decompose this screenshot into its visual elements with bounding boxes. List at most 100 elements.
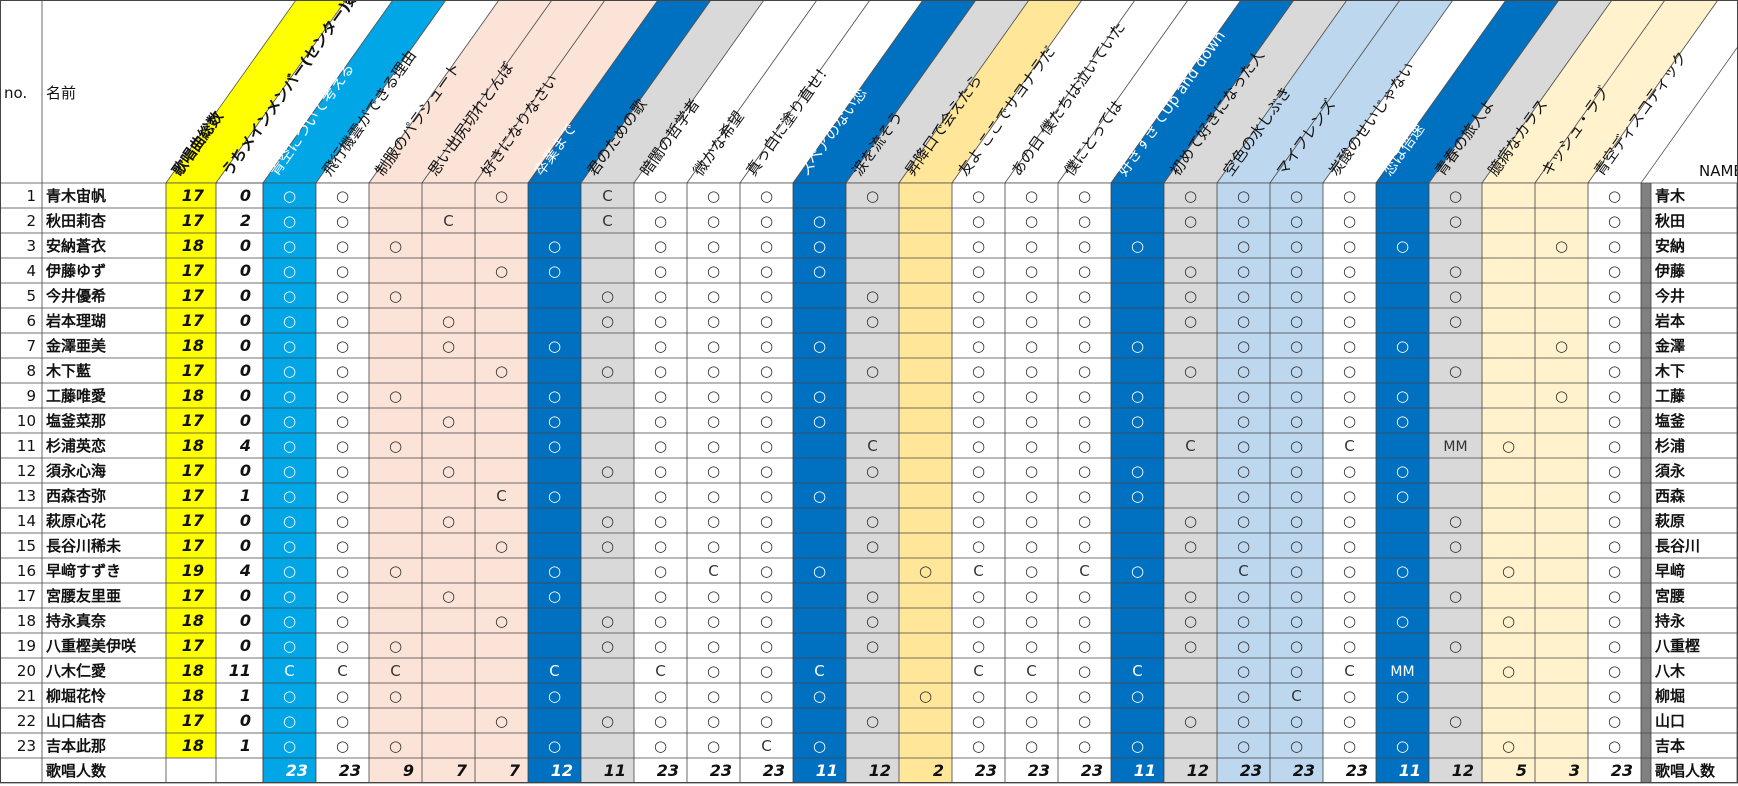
participation-mark: C	[443, 212, 453, 230]
song-cell-bg	[1429, 308, 1482, 333]
participation-mark: ○	[1608, 412, 1621, 430]
song-cell-bg	[1323, 483, 1376, 508]
participation-mark: C	[390, 662, 400, 680]
count-cell-bg	[1270, 758, 1323, 783]
song-cell-bg	[793, 383, 846, 408]
participation-mark: ○	[760, 487, 773, 505]
song-cell-bg	[369, 708, 422, 733]
participation-mark: ○	[1131, 562, 1144, 580]
count-cell-bg	[1482, 758, 1535, 783]
member-name: 今井優希	[45, 287, 106, 305]
song-cell-bg	[1217, 683, 1270, 708]
participation-mark: ○	[866, 637, 879, 655]
member-total: 17	[182, 361, 205, 380]
song-cell-bg	[528, 183, 581, 208]
song-cell-bg	[1270, 533, 1323, 558]
song-cell-bg	[1111, 308, 1164, 333]
member-rows: 1 青木宙帆 17 0 青木○ ○ ○ C ○ ○ ○ ○ ○ ○ ○ ○ ○ ○ ○ ○ ○2 秋田莉杏 17 2 秋田○ ○ C…	[17, 183, 1700, 758]
song-cell-bg	[1535, 383, 1588, 408]
participation-mark: ○	[1290, 212, 1303, 230]
member-short-name: 西森	[1655, 487, 1686, 505]
song-cell-bg	[1111, 458, 1164, 483]
participation-mark: ○	[813, 737, 826, 755]
song-cell-bg	[475, 408, 528, 433]
song-cell-bg	[1270, 608, 1323, 633]
song-cell-bg	[1005, 733, 1058, 758]
song-cell-bg	[687, 633, 740, 658]
participation-mark: C	[1344, 437, 1354, 455]
participation-mark: ○	[601, 462, 614, 480]
song-cell-bg	[1217, 608, 1270, 633]
song-cell-bg	[1323, 658, 1376, 683]
song-cell-bg	[1376, 458, 1429, 483]
song-cell-bg	[1058, 683, 1111, 708]
song-cell-bg	[846, 208, 899, 233]
song-cell-bg	[263, 208, 316, 233]
song-cell-bg	[1217, 183, 1270, 208]
participation-mark: ○	[1343, 287, 1356, 305]
song-cell-bg	[1376, 533, 1429, 558]
song-cell-bg	[1217, 258, 1270, 283]
participation-mark: ○	[1078, 412, 1091, 430]
song-cell-bg	[1429, 508, 1482, 533]
song-cell-bg	[740, 283, 793, 308]
separator-cell	[1641, 208, 1651, 233]
column-header-area: 歌唱曲総数うちメインメンバー(センター)数青空について考える飛行機雲ができる理由…	[0, 0, 1738, 184]
participation-mark: ○	[283, 687, 296, 705]
song-cell-bg	[1058, 383, 1111, 408]
participation-mark: ○	[1608, 487, 1621, 505]
song-cell-bg	[687, 333, 740, 358]
song-cell-bg	[422, 233, 475, 258]
participation-mark: ○	[283, 312, 296, 330]
participation-mark: ○	[654, 537, 667, 555]
participation-mark: ○	[336, 437, 349, 455]
song-cell-bg	[316, 383, 369, 408]
count-cell-bg	[634, 758, 687, 783]
song-cell-bg	[846, 233, 899, 258]
song-cell-bg	[1164, 508, 1217, 533]
participation-mark: ○	[707, 612, 720, 630]
participation-mark: ○	[336, 562, 349, 580]
song-cell-bg	[687, 233, 740, 258]
song-cell-bg	[581, 608, 634, 633]
participation-mark: ○	[1025, 387, 1038, 405]
participation-mark: ○	[972, 737, 985, 755]
song-cell-bg	[1376, 708, 1429, 733]
song-cell-bg	[263, 333, 316, 358]
participation-mark: ○	[1078, 312, 1091, 330]
song-cell-bg	[1164, 308, 1217, 333]
member-center-count: 0	[240, 386, 251, 405]
song-cell-bg	[1270, 508, 1323, 533]
participation-mark: ○	[1025, 287, 1038, 305]
singer-count: 12	[551, 761, 573, 780]
song-cell-bg	[634, 458, 687, 483]
participation-mark: ○	[1237, 387, 1250, 405]
song-cell-bg	[316, 208, 369, 233]
song-cell-bg	[846, 608, 899, 633]
song-cell-bg	[687, 708, 740, 733]
participation-mark: ○	[972, 387, 985, 405]
song-cell-bg	[793, 183, 846, 208]
member-total: 18	[182, 386, 204, 405]
song-cell-bg	[369, 508, 422, 533]
song-cell-bg	[263, 683, 316, 708]
member-no: 9	[26, 387, 36, 405]
song-cell-bg	[1164, 283, 1217, 308]
song-cell-bg	[687, 533, 740, 558]
participation-mark: ○	[283, 187, 296, 205]
member-short-name: 須永	[1654, 462, 1686, 480]
song-cell-bg	[952, 483, 1005, 508]
song-cell-bg	[1270, 333, 1323, 358]
participation-mark: ○	[1025, 612, 1038, 630]
count-cell-bg	[899, 758, 952, 783]
participation-mark: C	[602, 187, 612, 205]
song-cell-bg	[1111, 333, 1164, 358]
singer-count: 23	[1240, 761, 1262, 780]
participation-mark: ○	[548, 237, 561, 255]
participation-mark: ○	[1290, 562, 1303, 580]
song-cell-bg	[1270, 208, 1323, 233]
member-center-count: 0	[240, 336, 251, 355]
member-total: 18	[182, 236, 204, 255]
participation-mark: ○	[919, 562, 932, 580]
participation-mark: ○	[866, 462, 879, 480]
